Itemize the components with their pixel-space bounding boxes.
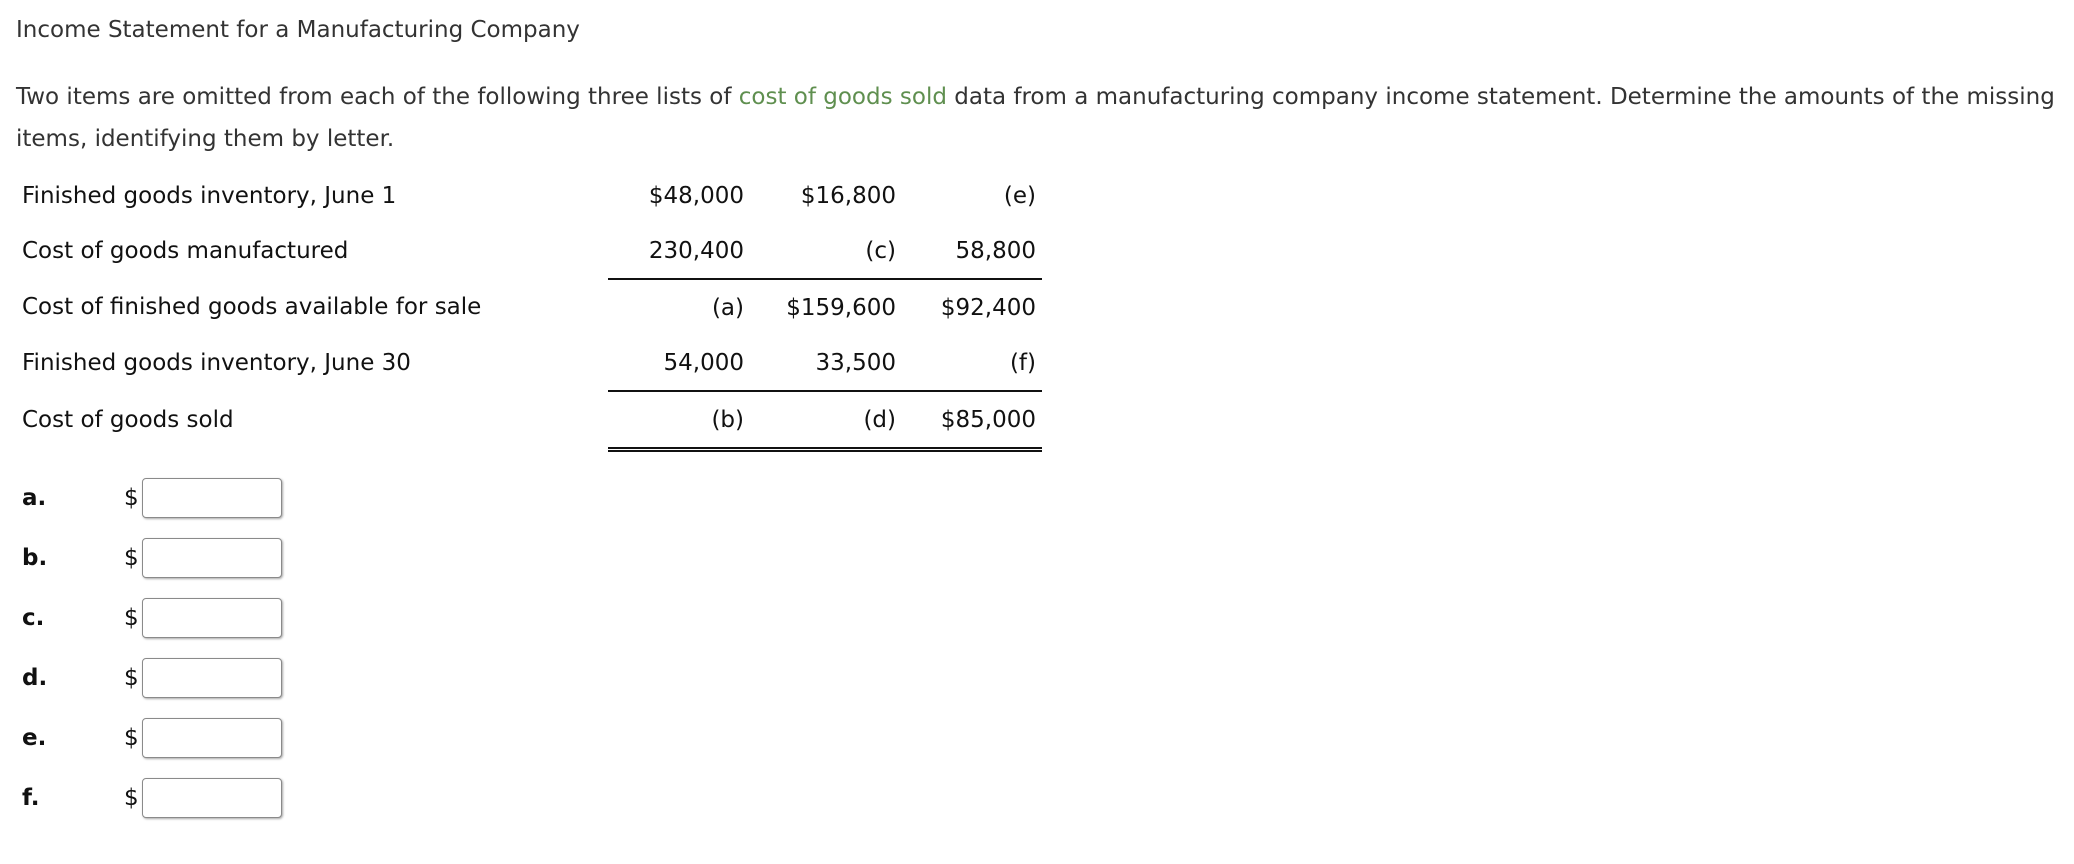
row-label: Finished goods inventory, June 1 [22,182,397,209]
answer-input-b[interactable] [142,538,282,578]
answer-row-c: c. $ [22,588,2056,648]
answer-row-f: f. $ [22,768,2056,828]
cost-of-goods-sold-table: Finished goods inventory, June 1 $48,000… [22,168,1042,452]
table-row: Cost of goods sold (b) (d) $85,000 [22,391,1042,452]
instructions-text-before: Two items are omitted from each of the f… [16,84,739,110]
answer-letter: c. [22,605,45,631]
table-cell: $16,800 [800,182,896,209]
table-cell: (a) [711,294,744,321]
table-cell: 33,500 [750,335,902,392]
table-row: Finished goods inventory, June 30 54,000… [22,335,1042,392]
answer-row-d: d. $ [22,648,2056,708]
dollar-sign: $ [124,665,139,691]
instructions-text-after: data from a manufacturing company income… [16,84,2055,152]
table-cell: $159,600 [786,294,896,321]
problem-page: Income Statement for a Manufacturing Com… [16,14,2056,828]
answer-fields: a. $ b. $ c. $ d. $ e. $ f. $ [22,468,2056,828]
table-cell: (c) [750,223,902,280]
answer-input-e[interactable] [142,718,282,758]
row-label: Cost of finished goods available for sal… [22,294,482,320]
problem-instructions: Two items are omitted from each of the f… [16,76,2056,160]
table-cell: $92,400 [940,294,1036,321]
answer-letter: e. [22,725,47,751]
dollar-sign: $ [124,605,139,631]
row-label: Cost of goods manufactured [22,238,349,264]
dollar-sign: $ [124,545,139,571]
table-cell: $85,000 [902,391,1042,452]
answer-letter: f. [22,785,40,811]
table-cell: $48,000 [648,182,744,209]
dollar-sign: $ [124,485,139,511]
table-cell: 54,000 [608,335,750,392]
table-row: Cost of finished goods available for sal… [22,279,1042,335]
table-cell: (e) [1003,182,1036,209]
answer-row-e: e. $ [22,708,2056,768]
table-cell: 230,400 [608,223,750,280]
problem-title: Income Statement for a Manufacturing Com… [16,17,580,43]
table-cell: 58,800 [902,223,1042,280]
answer-input-f[interactable] [142,778,282,818]
answer-letter: a. [22,485,47,511]
cost-of-goods-sold-link[interactable]: cost of goods sold [738,84,947,110]
table-cell: (b) [608,391,750,452]
answer-letter: d. [22,665,48,691]
table-row: Finished goods inventory, June 1 $48,000… [22,168,1042,223]
answer-input-c[interactable] [142,598,282,638]
dollar-sign: $ [124,725,139,751]
answer-row-a: a. $ [22,468,2056,528]
answer-row-b: b. $ [22,528,2056,588]
table-cell: (d) [750,391,902,452]
row-label: Finished goods inventory, June 30 [22,350,411,376]
answer-input-a[interactable] [142,478,282,518]
dollar-sign: $ [124,785,139,811]
answer-input-d[interactable] [142,658,282,698]
row-label: Cost of goods sold [22,407,234,434]
table-row: Cost of goods manufactured 230,400 (c) 5… [22,223,1042,280]
answer-letter: b. [22,545,48,571]
table-cell: (f) [902,335,1042,392]
